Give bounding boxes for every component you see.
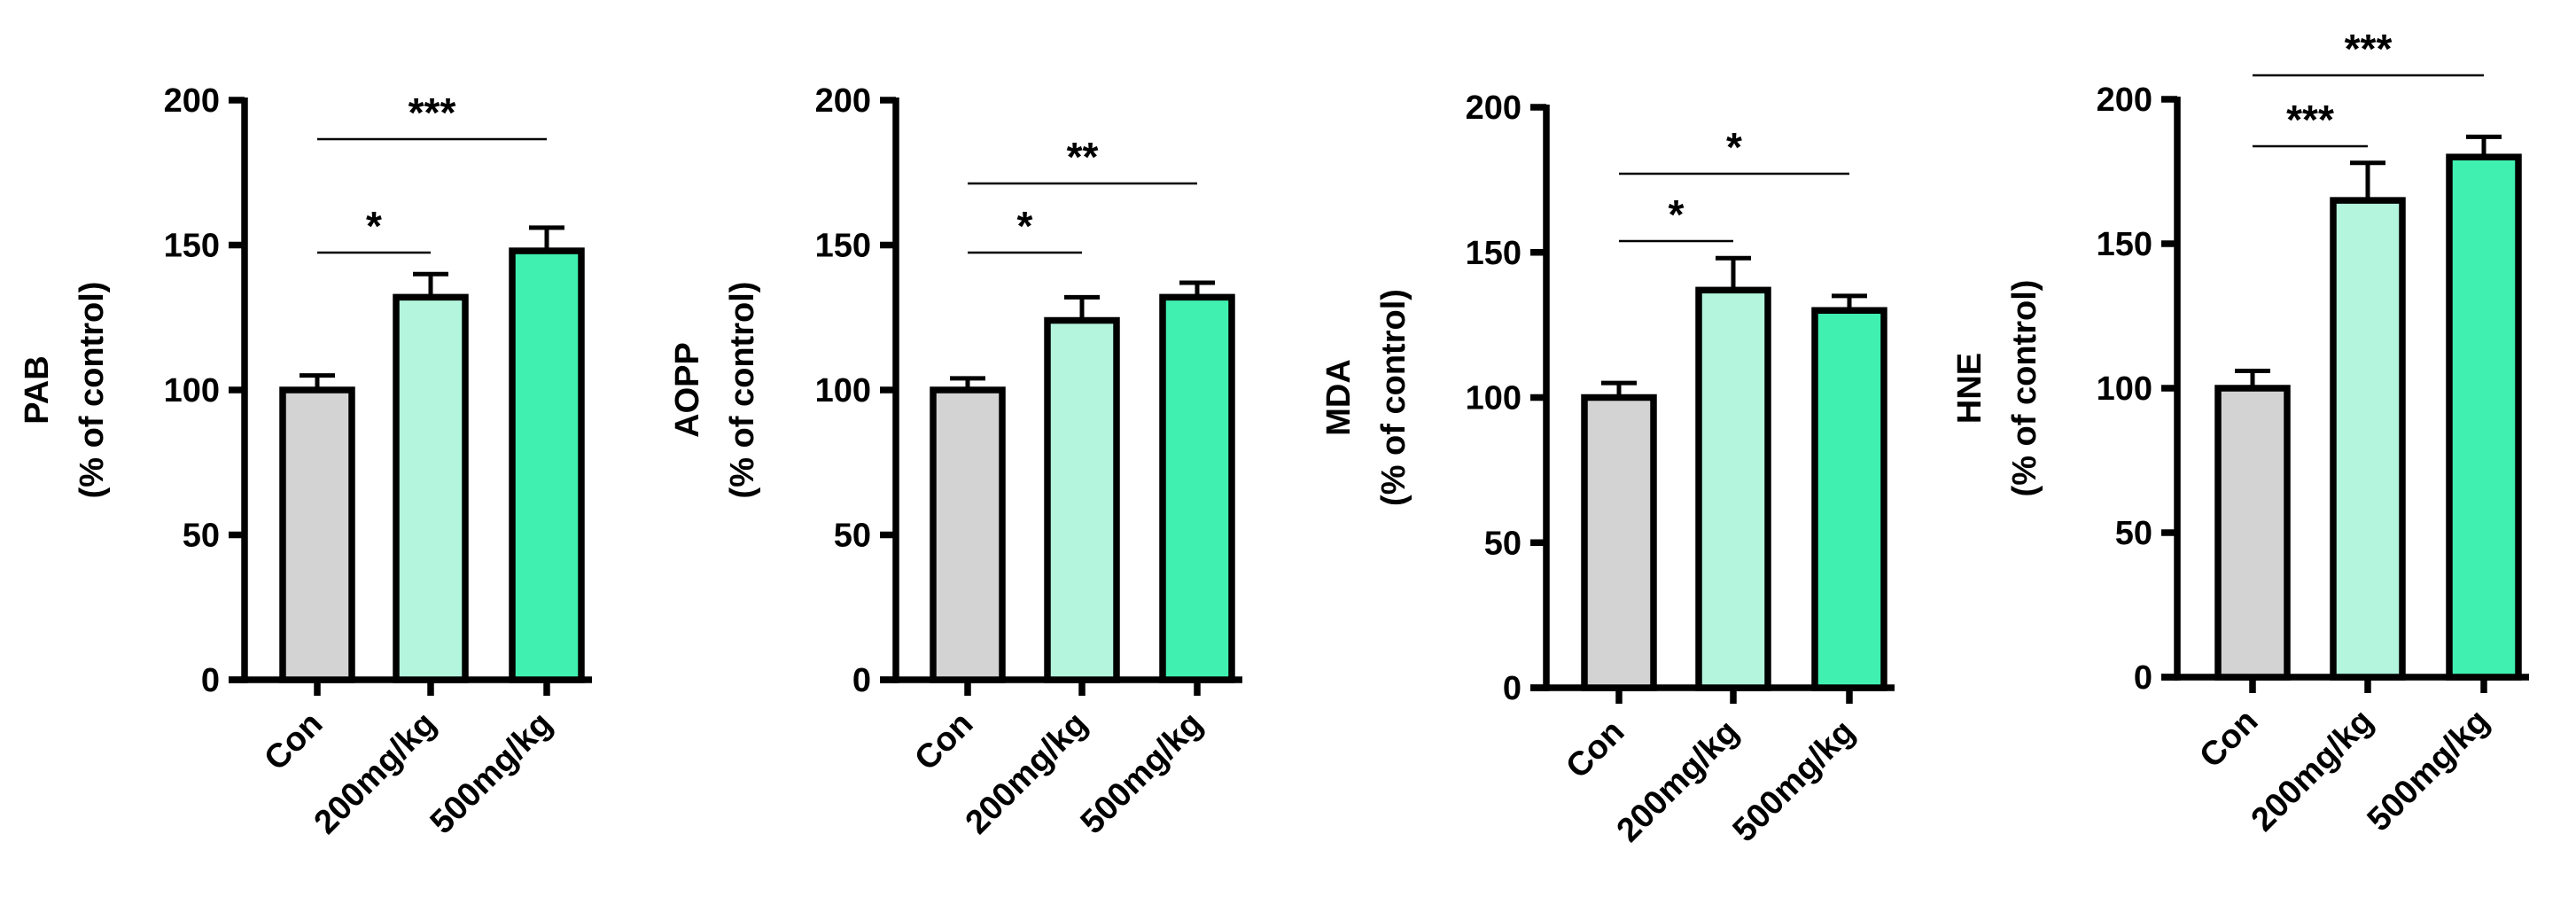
x-tick-label: Con: [2192, 703, 2265, 776]
x-tick-label: 200mg/kg: [959, 705, 1095, 842]
y-axis-title-line2: (% of control): [1375, 289, 1413, 506]
y-tick-label: 200: [1466, 90, 1521, 127]
y-axis-title-line1: AOPP: [669, 342, 706, 438]
x-tick-label: 200mg/kg: [1610, 713, 1747, 850]
x-tick-label: 500mg/kg: [2361, 703, 2497, 839]
y-tick-label: 50: [1484, 525, 1521, 562]
bar-con: [2214, 385, 2291, 681]
y-tick-label: 150: [1466, 235, 1521, 272]
y-axis-title-line1: MDA: [1320, 359, 1358, 436]
x-tick-label: Con: [907, 705, 980, 778]
x-tick-label: 500mg/kg: [1074, 705, 1210, 842]
bar-con: [279, 386, 355, 683]
x-tick-label: 200mg/kg: [2245, 703, 2381, 839]
significance-label: *: [1017, 203, 1033, 249]
y-axis-title-line1: PAB: [19, 355, 56, 424]
y-tick-label: 100: [164, 372, 220, 409]
y-tick-label: 150: [815, 228, 871, 265]
y-tick-label: 50: [834, 518, 871, 555]
significance-label: ***: [409, 90, 456, 136]
y-axis-title-line2: (% of control): [724, 282, 761, 499]
x-tick-label: 500mg/kg: [424, 705, 560, 842]
y-tick-label: 100: [2097, 370, 2152, 408]
x-tick-label: 500mg/kg: [1726, 713, 1863, 850]
y-tick-label: 50: [183, 518, 220, 555]
bar-con: [1581, 394, 1657, 691]
bar-200mg-kg: [2330, 197, 2406, 681]
bar-500mg-kg: [1811, 307, 1887, 691]
y-tick-label: 100: [1466, 380, 1521, 417]
y-tick-label: 0: [201, 662, 220, 699]
bar-500mg-kg: [1159, 293, 1235, 683]
significance-label: *: [1726, 124, 1742, 170]
y-tick-label: 0: [2134, 659, 2152, 697]
significance-label: ***: [2345, 26, 2393, 72]
bar-200mg-kg: [1695, 286, 1771, 691]
significance-label: *: [366, 203, 382, 249]
bar-200mg-kg: [393, 293, 469, 683]
y-tick-label: 200: [164, 82, 220, 120]
y-axis-title-line2: (% of control): [74, 282, 111, 499]
bar-con: [930, 386, 1006, 683]
y-tick-label: 0: [1503, 670, 1521, 707]
significance-label: *: [1669, 191, 1685, 238]
y-tick-label: 150: [164, 228, 220, 265]
bar-500mg-kg: [2446, 153, 2522, 681]
y-tick-label: 100: [815, 372, 871, 409]
y-tick-label: 200: [815, 82, 871, 120]
y-tick-label: 150: [2097, 226, 2152, 263]
y-tick-label: 0: [852, 662, 871, 699]
y-axis-title-line1: HNE: [1951, 353, 1988, 424]
y-tick-label: 200: [2097, 82, 2152, 119]
x-tick-label: Con: [257, 705, 330, 778]
x-tick-label: 200mg/kg: [307, 705, 444, 842]
y-tick-label: 50: [2115, 515, 2152, 552]
bar-500mg-kg: [509, 247, 585, 683]
x-tick-label: Con: [1559, 713, 1631, 786]
y-axis-title-line2: (% of control): [2006, 280, 2043, 497]
bar-200mg-kg: [1044, 316, 1120, 683]
significance-label: ***: [2286, 97, 2334, 143]
significance-label: **: [1067, 134, 1099, 180]
